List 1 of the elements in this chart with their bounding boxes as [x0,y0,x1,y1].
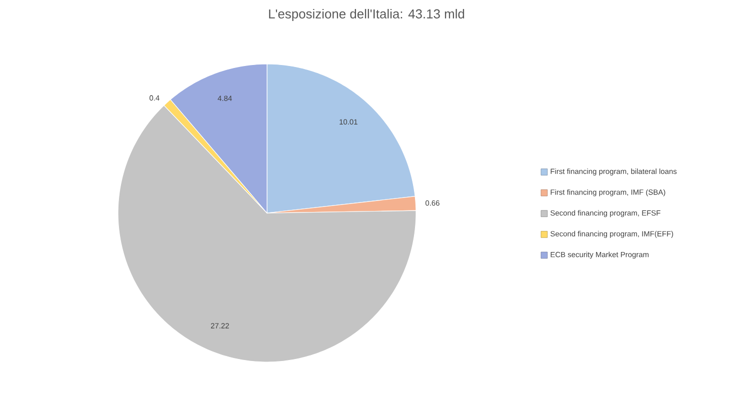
chart-title: L'esposizione dell'Italia: 43.13 mld [269,8,464,22]
